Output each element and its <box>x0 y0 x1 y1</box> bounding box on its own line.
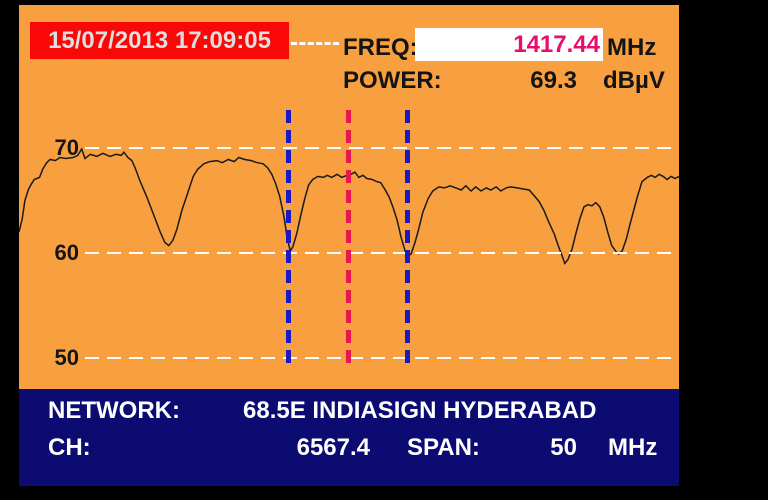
marker-center-frequency <box>346 110 351 368</box>
spectrum-panel: 15/07/2013 17:09:05 FREQ: 1417.44 MHz PO… <box>19 5 679 389</box>
network-label: NETWORK: <box>48 397 180 424</box>
ytick-label-50: 50 <box>54 345 79 370</box>
power-label: POWER: <box>343 67 442 94</box>
marker-band-right <box>405 110 410 368</box>
datetime-display: 15/07/2013 17:09:05 <box>30 22 289 59</box>
span-unit: MHz <box>608 434 658 461</box>
gridline-50 <box>85 357 679 359</box>
channel-value: 6567.4 <box>296 434 370 461</box>
datetime-text: 15/07/2013 17:09:05 <box>48 27 271 54</box>
freq-value-box: 1417.44 <box>415 28 603 61</box>
freq-value: 1417.44 <box>513 31 600 58</box>
marker-band-left <box>286 110 291 368</box>
gridline-70 <box>85 147 679 149</box>
datetime-freq-connector-line <box>291 42 339 45</box>
ytick-label-70: 70 <box>54 135 79 160</box>
freq-unit: MHz <box>607 34 657 61</box>
span-label: SPAN: <box>407 434 480 461</box>
power-unit: dBµV <box>603 67 665 94</box>
status-bar: NETWORK: 68.5E INDIASIGN HYDERABAD CH: 6… <box>19 389 679 486</box>
gridline-60 <box>85 252 679 254</box>
ytick-label-60: 60 <box>54 240 79 265</box>
freq-label: FREQ: <box>343 34 418 61</box>
span-value: 50 <box>550 434 577 461</box>
power-value: 69.3 <box>530 67 577 94</box>
network-value: 68.5E INDIASIGN HYDERABAD <box>243 397 597 424</box>
channel-label: CH: <box>48 434 91 461</box>
